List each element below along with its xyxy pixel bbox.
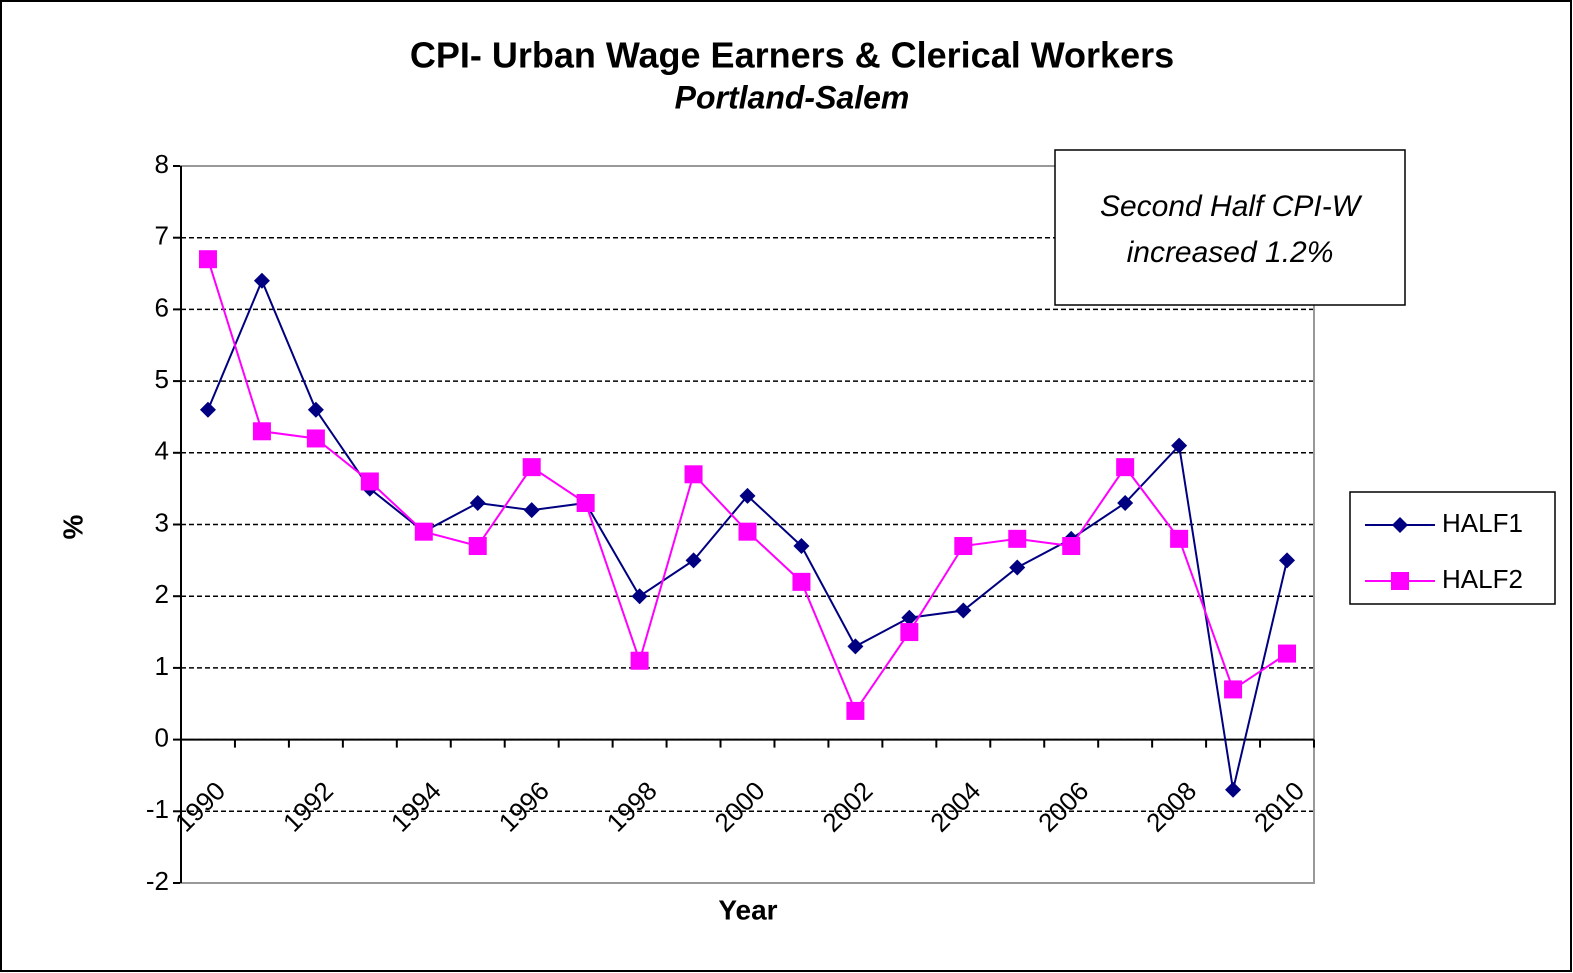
marker [523,502,540,519]
legend: HALF1 HALF2 [1349,491,1556,605]
y-tick-label: 1 [155,651,169,681]
series [198,250,1297,720]
legend-marker [1392,517,1408,533]
marker [1062,537,1081,556]
annotation: Second Half CPI-W [1100,190,1363,223]
marker [307,401,324,418]
y-tick-label: -1 [146,794,169,824]
marker [846,701,865,720]
marker [738,522,757,541]
legend-box [1349,491,1556,605]
marker [1008,529,1027,548]
annotation-box [1054,149,1406,306]
y-tick-label: -2 [146,866,169,896]
y-tick-label: 4 [155,436,169,466]
marker [1116,458,1135,477]
marker [306,429,325,448]
y-tick-label: 3 [155,507,169,537]
y-tick-label: 0 [155,722,169,752]
marker [253,272,270,289]
marker [414,522,433,541]
legend-label: HALF2 [1442,564,1523,594]
marker [1009,559,1026,576]
marker [631,588,648,605]
marker [901,609,918,626]
marker [900,623,919,642]
marker [468,537,487,556]
marker [847,638,864,655]
marker [793,538,810,555]
y-tick-label: 5 [155,364,169,394]
marker [199,401,216,418]
marker [1171,437,1188,454]
marker [685,552,702,569]
marker [469,494,486,511]
marker [1170,529,1189,548]
y-tick-label: 6 [155,292,169,322]
marker [739,487,756,504]
marker [1117,494,1134,511]
marker [1279,552,1296,569]
marker [360,472,379,491]
marker [198,250,217,269]
marker [792,572,811,591]
y-tick-label: 7 [155,221,169,251]
marker [1225,781,1242,798]
marker [522,458,541,477]
marker [576,493,595,512]
y-tick-label: 8 [155,149,169,179]
annotation: increased 1.2% [1127,236,1334,269]
marker [1224,680,1243,699]
marker [630,651,649,670]
legend-marker [1391,572,1409,590]
chart-title: CPI- Urban Wage Earners & Clerical Worke… [410,35,1174,76]
marker [252,422,271,441]
y-axis-label: % [57,514,88,539]
marker [954,537,973,556]
marker [1278,644,1297,663]
marker [684,465,703,484]
chart-subtitle: Portland-Salem [675,79,910,115]
y-tick-label: 2 [155,579,169,609]
x-axis-label: Year [718,894,777,925]
marker [955,602,972,619]
legend-label: HALF1 [1442,508,1523,538]
